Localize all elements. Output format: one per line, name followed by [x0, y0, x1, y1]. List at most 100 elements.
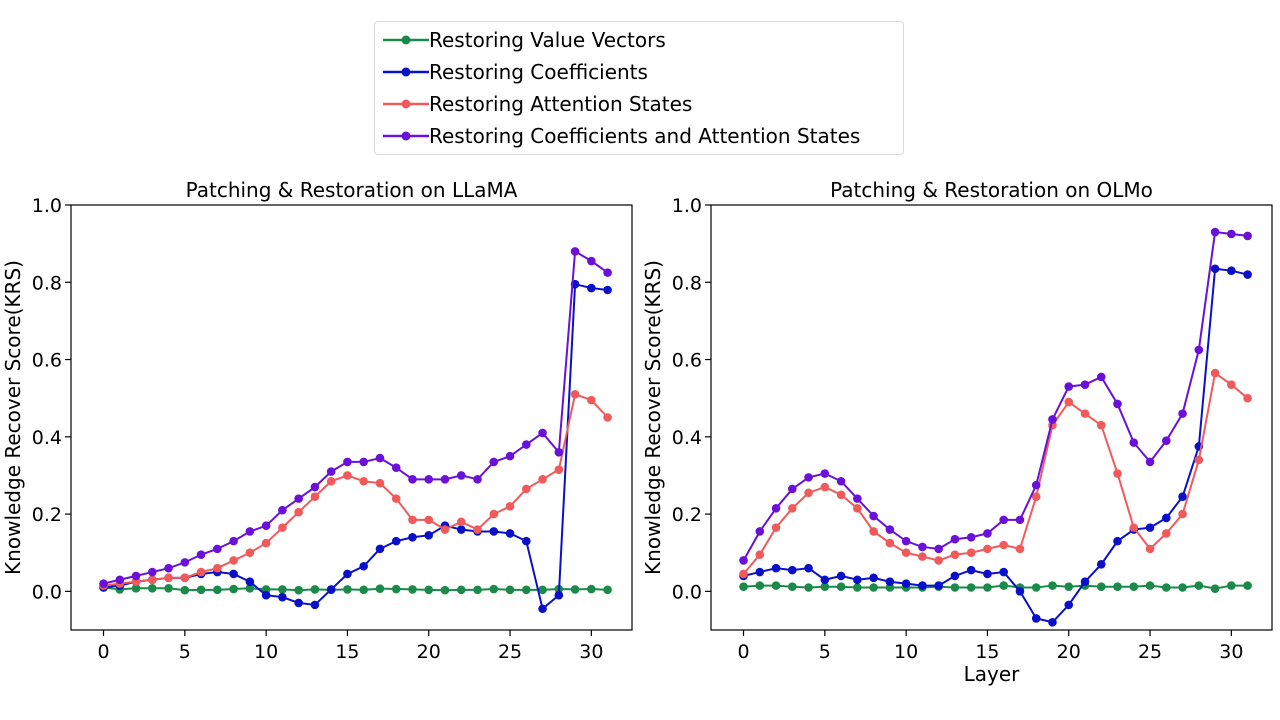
data-point — [966, 548, 976, 558]
data-point — [522, 585, 531, 595]
data-point — [869, 511, 878, 521]
data-point — [489, 509, 499, 519]
data-point — [1194, 581, 1204, 590]
data-point — [1178, 583, 1187, 592]
data-point — [343, 457, 352, 467]
data-point — [456, 471, 466, 480]
data-point — [885, 538, 895, 548]
data-point — [424, 585, 434, 595]
data-point — [164, 583, 173, 593]
chart-llama: Patching & Restoration on LLaMA 0 5 10 15 20 2… — [1, 178, 633, 663]
data-point — [1080, 409, 1090, 418]
data-point — [456, 585, 466, 595]
data-point — [343, 585, 352, 594]
x-tick-label: 0 — [97, 641, 109, 663]
legend-item-value-vectors: Restoring Value Vectors — [375, 25, 903, 55]
data-point — [391, 584, 401, 594]
data-point — [869, 527, 878, 536]
series-3 — [99, 247, 612, 588]
data-point — [148, 583, 157, 593]
legend-label: Restoring Attention States — [429, 92, 693, 116]
data-point — [1243, 231, 1252, 241]
data-point — [148, 575, 157, 585]
data-point — [950, 534, 960, 544]
y-tick-label: 0.4 — [672, 427, 702, 449]
data-point — [587, 584, 596, 594]
data-point — [1243, 581, 1252, 590]
data-point — [950, 583, 960, 592]
data-point — [343, 569, 352, 579]
data-point — [853, 575, 862, 585]
data-point — [261, 521, 271, 530]
series-1 — [99, 279, 612, 614]
data-point — [950, 550, 960, 559]
data-point — [820, 469, 830, 478]
legend-label: Restoring Coefficients — [429, 60, 648, 84]
data-point — [1096, 582, 1106, 592]
x-tick-label: 15 — [975, 641, 999, 663]
data-point — [131, 583, 141, 593]
data-point — [983, 544, 992, 554]
data-point — [1113, 399, 1122, 409]
data-point — [603, 585, 612, 595]
data-point — [901, 548, 911, 558]
data-point — [1194, 455, 1204, 465]
series-3 — [739, 227, 1252, 565]
data-point — [229, 556, 238, 565]
data-point — [505, 502, 515, 511]
data-point — [294, 507, 303, 517]
data-point — [310, 492, 320, 502]
x-axis-label: Layer — [964, 662, 1021, 686]
data-point — [505, 585, 515, 595]
data-point — [229, 584, 238, 594]
data-point — [1227, 380, 1236, 389]
data-point — [1145, 581, 1155, 590]
data-point — [213, 585, 222, 595]
data-point — [1129, 523, 1139, 532]
data-point — [1064, 582, 1074, 592]
data-point — [294, 585, 303, 595]
data-point — [294, 598, 303, 608]
data-point — [1048, 617, 1057, 627]
data-point — [771, 581, 781, 590]
data-point — [934, 544, 943, 554]
data-point — [999, 515, 1008, 525]
data-point — [983, 529, 992, 538]
data-point — [473, 525, 482, 534]
y-tick-label: 0.6 — [672, 350, 702, 372]
data-point — [245, 548, 255, 558]
data-point — [950, 571, 960, 581]
data-point — [1113, 469, 1122, 478]
data-point — [278, 523, 287, 532]
data-point — [359, 585, 368, 595]
x-tick-label: 30 — [579, 641, 603, 663]
data-point — [326, 476, 336, 486]
x-tick-label: 20 — [417, 641, 441, 663]
series-2 — [739, 368, 1252, 579]
data-point — [473, 585, 482, 595]
data-point — [983, 583, 992, 592]
data-point — [739, 556, 748, 565]
data-point — [424, 475, 434, 484]
data-point — [820, 582, 830, 592]
data-point — [408, 515, 417, 525]
data-point — [294, 494, 303, 503]
data-point — [1015, 515, 1025, 525]
data-point — [538, 428, 547, 438]
data-point — [359, 476, 368, 486]
data-point — [885, 577, 895, 587]
y-tick-label: 0.6 — [32, 350, 62, 372]
data-point — [1064, 397, 1074, 407]
data-point — [587, 395, 596, 405]
chart-title: Patching & Restoration on LLaMA — [186, 178, 518, 202]
data-point — [1113, 536, 1122, 546]
data-point — [788, 582, 797, 592]
series-line — [103, 392, 609, 587]
data-point — [391, 494, 401, 503]
y-tick-label: 0.2 — [672, 504, 702, 526]
data-point — [934, 581, 943, 590]
data-point — [229, 536, 238, 546]
data-point — [853, 494, 862, 503]
data-point — [869, 573, 878, 583]
data-point — [1145, 523, 1155, 532]
